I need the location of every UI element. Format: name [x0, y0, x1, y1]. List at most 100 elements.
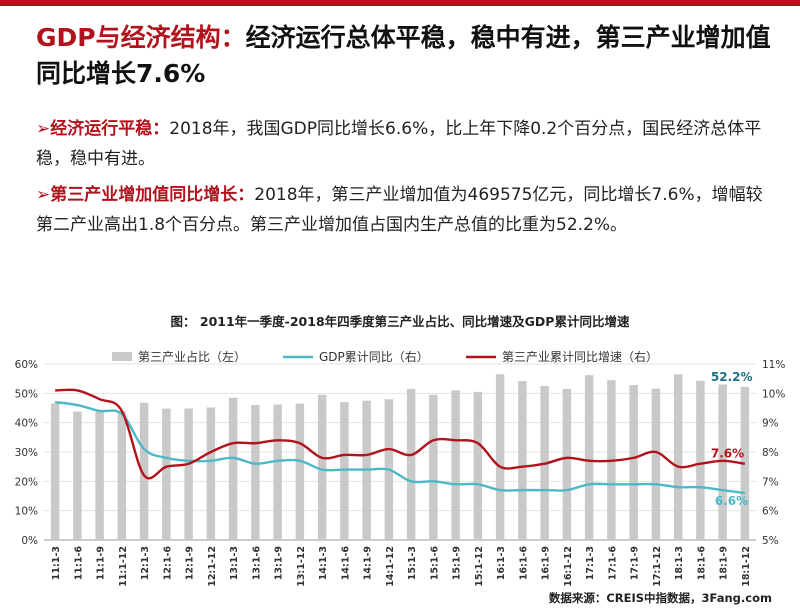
bar	[429, 394, 438, 540]
bar	[117, 411, 127, 540]
x-tick-label: 11:1-12	[118, 546, 129, 587]
data-label: 6.6%	[715, 494, 748, 508]
x-tick-label: 13:1-12	[296, 546, 307, 587]
paragraph-key: 第三产业增加值同比增长：	[50, 185, 255, 205]
bar	[495, 374, 505, 540]
x-tick-label: 18:1-3	[674, 546, 685, 580]
bar	[406, 388, 416, 540]
bar	[651, 388, 661, 540]
x-tick-label: 14:1-6	[340, 546, 351, 581]
bar	[340, 402, 349, 540]
legend-swatch-bar	[112, 352, 132, 361]
right-axis: 5% 6% 7% 8% 9% 10% 11%	[762, 359, 785, 547]
bar	[50, 403, 60, 540]
x-tick-label: 12:1-9	[185, 546, 196, 580]
x-tick-label: 17:1-3	[585, 546, 596, 580]
gdp-line	[54, 400, 746, 495]
x-tick-label: 13:1-6	[251, 546, 262, 581]
x-tick-label: 11:1-6	[73, 546, 84, 581]
tertiary-line	[55, 388, 746, 480]
left-tick-label: 40%	[15, 418, 38, 430]
legend-label-gdp: GDP累计同比（右）	[319, 349, 429, 364]
left-tick-label: 60%	[15, 359, 38, 371]
x-tick-label: 14:1-9	[363, 546, 374, 580]
legend-label-bar: 第三产业占比（左）	[138, 349, 246, 364]
bar	[295, 403, 305, 540]
paragraph-text: 2018年，第三产业增加值为469575亿元，同比增长7.6%，增幅较第二产业高…	[36, 185, 763, 235]
paragraph-tertiary-growth: ➢第三产业增加值同比增长：2018年，第三产业增加值为469575亿元，同比增长…	[36, 180, 766, 240]
bar	[584, 375, 594, 540]
x-tick-label: 12:1-3	[140, 546, 151, 580]
top-accent-bar	[0, 0, 800, 6]
paragraph-key: 经济运行平稳：	[50, 119, 170, 139]
bar	[273, 404, 282, 540]
left-tick-label: 30%	[15, 447, 38, 459]
page-title-main: 经济运行总体平稳，稳中有进，第三产业增加值同比增长7.6%	[36, 23, 771, 88]
x-tick-label: 16:1-6	[518, 546, 529, 581]
x-axis: 11:1-3 11:1-6 11:1-9 11:1-12 12:1-3 12:1-6 12:…	[51, 546, 752, 587]
paragraph-marker: ➢	[36, 185, 51, 205]
x-tick-label: 18:1-6	[696, 546, 707, 581]
bar	[696, 380, 705, 540]
bar	[562, 388, 572, 540]
x-tick-label: 15:1-6	[429, 546, 440, 581]
bar	[73, 411, 82, 540]
x-tick-label: 16:1-3	[496, 546, 507, 580]
data-labels: 52.2% 7.6% 6.6%	[711, 370, 753, 508]
bar	[206, 407, 216, 540]
left-tick-label: 0%	[21, 535, 38, 547]
right-tick-label: 11%	[762, 359, 785, 371]
bar	[139, 402, 149, 540]
right-tick-label: 8%	[762, 447, 779, 459]
bar	[518, 381, 527, 540]
right-tick-label: 10%	[762, 388, 785, 400]
right-tick-label: 5%	[762, 535, 779, 547]
bar	[162, 408, 171, 540]
page-title-prefix: GDP与经济结构：	[36, 23, 246, 52]
x-tick-label: 14:1-3	[318, 546, 329, 580]
right-tick-label: 6%	[762, 506, 779, 518]
paragraph-marker: ➢	[36, 119, 51, 139]
x-tick-label: 12:1-12	[207, 546, 218, 587]
bar	[673, 374, 683, 540]
page-title: GDP与经济结构：经济运行总体平稳，稳中有进，第三产业增加值同比增长7.6%	[36, 20, 776, 92]
x-tick-label: 15:1-9	[452, 546, 463, 580]
left-tick-label: 20%	[15, 476, 38, 488]
paragraph-text: 2018年，我国GDP同比增长6.6%，比上年下降0.2个百分点，国民经济总体平…	[36, 119, 762, 169]
bar	[451, 390, 460, 540]
left-axis: 0% 10% 20% 30% 40% 50% 60%	[15, 359, 38, 547]
bar-series	[50, 374, 750, 540]
x-tick-label: 18:1-12	[741, 546, 752, 587]
bar	[95, 411, 104, 540]
x-tick-label: 18:1-9	[719, 546, 730, 580]
x-tick-label: 15:1-3	[407, 546, 418, 580]
bar	[317, 394, 327, 540]
left-tick-label: 50%	[15, 388, 38, 400]
x-tick-label: 13:1-9	[274, 546, 285, 580]
bar	[184, 408, 193, 540]
legend-label-tertiary: 第三产业累计同比增速（右）	[502, 349, 658, 364]
data-label: 52.2%	[711, 370, 753, 384]
chart-legend: 第三产业占比（左） GDP累计同比（右） 第三产业累计同比增速（右）	[112, 349, 658, 364]
chart-title: 图： 2011年一季度-2018年四季度第三产业占比、同比增速及GDP累计同比增…	[171, 314, 630, 329]
right-tick-label: 9%	[762, 418, 779, 430]
x-tick-label: 12:1-6	[162, 546, 173, 581]
x-tick-label: 17:1-6	[607, 546, 618, 581]
bar	[629, 385, 638, 540]
x-tick-label: 11:1-3	[51, 546, 62, 580]
x-tick-label: 16:1-12	[563, 546, 574, 587]
line-series	[54, 388, 746, 495]
x-tick-label: 14:1-12	[385, 546, 396, 587]
right-tick-label: 7%	[762, 476, 779, 488]
bar	[228, 397, 238, 540]
source-note: 数据来源：CREIS中指数据，3Fang.com	[549, 591, 772, 605]
data-label: 7.6%	[711, 447, 744, 461]
x-tick-label: 16:1-9	[541, 546, 552, 580]
x-tick-label: 17:1-9	[630, 546, 641, 580]
bar	[473, 391, 483, 540]
x-tick-label: 11:1-9	[96, 546, 107, 580]
chart: 图： 2011年一季度-2018年四季度第三产业占比、同比增速及GDP累计同比增…	[15, 314, 786, 605]
left-tick-label: 10%	[15, 506, 38, 518]
x-tick-label: 15:1-12	[474, 546, 485, 587]
paragraph-economy-stable: ➢经济运行平稳：2018年，我国GDP同比增长6.6%，比上年下降0.2个百分点…	[36, 114, 766, 174]
